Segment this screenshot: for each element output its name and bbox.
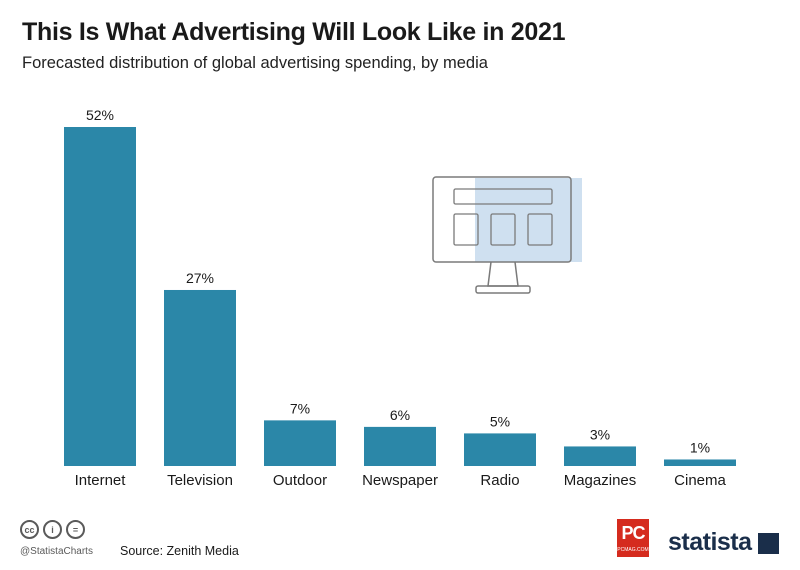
value-label-television: 27% <box>186 270 214 286</box>
bars-group: 52% Internet 27% Television 7% Outdoor 6% Newsp… <box>64 107 736 489</box>
monitor-tile-1 <box>453 213 479 246</box>
monitor-illustration-icon <box>432 176 582 294</box>
by-icon: i <box>43 520 62 539</box>
monitor-tile-2 <box>490 213 516 246</box>
pcmag-logo-sub: PCMAG.COM <box>617 547 649 553</box>
category-label-television: Television <box>167 472 233 489</box>
bar-television <box>164 289 236 466</box>
monitor-banner <box>453 188 553 205</box>
category-label-radio: Radio <box>480 472 519 489</box>
value-label-cinema: 1% <box>690 439 710 455</box>
category-label-cinema: Cinema <box>674 472 726 489</box>
chart-title: This Is What Advertising Will Look Like … <box>22 18 566 46</box>
monitor-stand <box>487 261 519 287</box>
monitor-frame <box>432 176 572 263</box>
statista-mark-icon <box>758 533 779 554</box>
value-label-radio: 5% <box>490 413 510 429</box>
bar-magazines <box>564 446 636 466</box>
bar-cinema <box>664 459 736 466</box>
value-label-newspaper: 6% <box>390 407 410 423</box>
category-label-internet: Internet <box>75 472 127 489</box>
bar-chart: 52% Internet 27% Television 7% Outdoor 6% Newsp… <box>64 107 736 489</box>
category-label-outdoor: Outdoor <box>273 472 327 489</box>
bar-outdoor <box>264 420 336 466</box>
value-label-magazines: 3% <box>590 426 610 442</box>
monitor-tile-3 <box>527 213 553 246</box>
value-label-outdoor: 7% <box>290 400 310 416</box>
category-label-magazines: Magazines <box>564 472 637 489</box>
bar-radio <box>464 433 536 466</box>
value-label-internet: 52% <box>86 107 114 123</box>
bar-newspaper <box>364 426 436 466</box>
chart-subtitle: Forecasted distribution of global advert… <box>22 54 488 72</box>
monitor-base <box>475 285 531 294</box>
license-icons: cc i = <box>20 520 85 539</box>
cc-icon: cc <box>20 520 39 539</box>
category-label-newspaper: Newspaper <box>362 472 438 489</box>
pcmag-logo: PC PCMAG.COM <box>617 519 649 557</box>
statista-handle: @StatistaCharts <box>20 546 93 557</box>
pcmag-logo-text: PC <box>621 523 645 543</box>
nd-icon: = <box>66 520 85 539</box>
statista-logo: statista <box>668 528 752 556</box>
bar-internet <box>64 127 136 466</box>
source-note: Source: Zenith Media <box>120 544 239 558</box>
